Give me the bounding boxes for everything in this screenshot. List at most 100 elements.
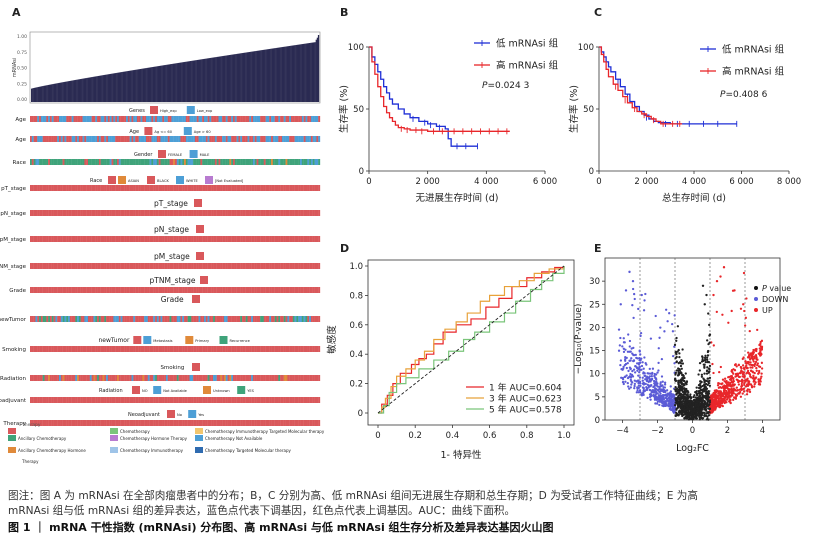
volcano-point	[674, 414, 678, 417]
panel-a-cell	[86, 159, 89, 165]
volcano-point	[633, 292, 636, 296]
panel-a-cell	[285, 263, 288, 269]
volcano-point	[712, 293, 715, 297]
panel-a-cell	[182, 287, 185, 293]
panel-a-cell	[223, 116, 226, 122]
panel-a-cell	[78, 236, 81, 242]
panel-a-cell	[133, 287, 136, 293]
panel-a-cell	[40, 375, 43, 381]
volcano-point	[672, 395, 675, 398]
panel-a-cell	[91, 159, 94, 165]
panel-a-cell	[218, 346, 221, 352]
volcano-point	[645, 379, 649, 383]
panel-a-bar	[206, 58, 209, 102]
x-axis-label: Log₂FC	[676, 443, 709, 454]
panel-a-cell	[158, 116, 161, 122]
panel-a-cell	[160, 185, 163, 191]
panel-a-bar	[66, 81, 68, 102]
panel-a-cell	[44, 185, 47, 191]
panel-a-cell	[164, 116, 167, 122]
panel-a-cell	[51, 397, 54, 403]
panel-a-cell	[202, 316, 205, 322]
volcano-point	[637, 386, 640, 390]
panel-a-cell	[97, 159, 100, 165]
volcano-point	[706, 377, 709, 380]
panel-a-cell	[211, 236, 214, 242]
panel-a-cell	[104, 420, 107, 426]
volcano-point	[703, 365, 706, 368]
panel-a-cell	[106, 346, 109, 352]
panel-a-cell	[113, 287, 116, 293]
panel-a-cell	[316, 346, 319, 352]
panel-a-cell	[312, 346, 315, 352]
panel-a-cell	[86, 136, 89, 142]
panel-a-cell	[104, 136, 107, 142]
panel-a-cell	[262, 116, 264, 122]
volcano-point	[622, 382, 625, 386]
panel-a-cell	[33, 136, 36, 142]
panel-a-cell	[318, 210, 321, 216]
panel-a-cell	[316, 263, 319, 269]
panel-a-cell	[46, 116, 49, 122]
panel-a-cell	[236, 287, 239, 293]
panel-a-cell	[55, 236, 58, 242]
panel-a-legend-label: BLACK	[157, 179, 169, 183]
panel-a-cell	[124, 316, 127, 322]
panel-a-cell	[113, 316, 116, 322]
panel-a-cell	[222, 263, 225, 269]
panel-a-cell	[73, 263, 76, 269]
panel-a-legend-label: Ancillary Chemotherapy	[18, 436, 67, 441]
panel-a-cell	[136, 287, 139, 293]
volcano-point	[678, 352, 681, 355]
volcano-point	[734, 396, 737, 399]
panel-a-cell	[263, 185, 266, 191]
panel-a-cell	[227, 346, 230, 352]
panel-a-cell	[91, 263, 94, 269]
volcano-point	[689, 401, 692, 404]
panel-a-cell	[287, 397, 290, 403]
panel-a-cell	[198, 287, 201, 293]
panel-a-cell	[165, 210, 168, 216]
panel-a-cell	[296, 116, 299, 122]
panel-a-cell	[167, 316, 170, 322]
panel-a-cell	[84, 316, 87, 322]
panel-a-bar	[121, 72, 123, 102]
panel-a-bar	[282, 46, 284, 102]
panel-a-cell	[238, 210, 241, 216]
panel-a-cell	[35, 136, 38, 142]
panel-a-cell	[189, 185, 192, 191]
volcano-point	[725, 394, 728, 398]
panel-a-cell	[118, 420, 121, 426]
panel-a-cell	[149, 420, 152, 426]
panel-a-cell	[124, 116, 127, 122]
panel-a-bar	[194, 60, 196, 102]
volcano-point	[678, 361, 682, 364]
volcano-point	[708, 323, 711, 327]
panel-a-legend-swatch	[8, 447, 16, 453]
panel-a-cell	[144, 136, 147, 142]
panel-a-legend-swatch	[8, 428, 16, 434]
panel-a-cell	[263, 420, 266, 426]
panel-a-cell	[263, 316, 266, 322]
panel-a-cell	[218, 263, 221, 269]
volcano-point	[716, 384, 720, 387]
panel-label-C: C	[594, 6, 602, 19]
panel-a-cell	[287, 159, 290, 165]
volcano-point	[711, 406, 714, 410]
panel-a-cell	[287, 346, 290, 352]
volcano-point	[729, 401, 732, 405]
volcano-point	[674, 357, 677, 360]
panel-a-cell	[135, 185, 138, 191]
panel-a-cell	[218, 210, 221, 216]
volcano-point	[748, 390, 752, 394]
panel-a-cell	[100, 263, 103, 269]
panel-a-cell	[229, 346, 232, 352]
panel-a-cell	[51, 287, 54, 293]
volcano-point	[750, 354, 754, 357]
panel-a-cell	[233, 185, 235, 191]
panel-a-cell	[189, 287, 192, 293]
panel-a-cell	[211, 287, 214, 293]
volcano-point	[677, 367, 680, 370]
panel-a-bar	[303, 43, 305, 102]
panel-a-cell	[62, 375, 65, 381]
